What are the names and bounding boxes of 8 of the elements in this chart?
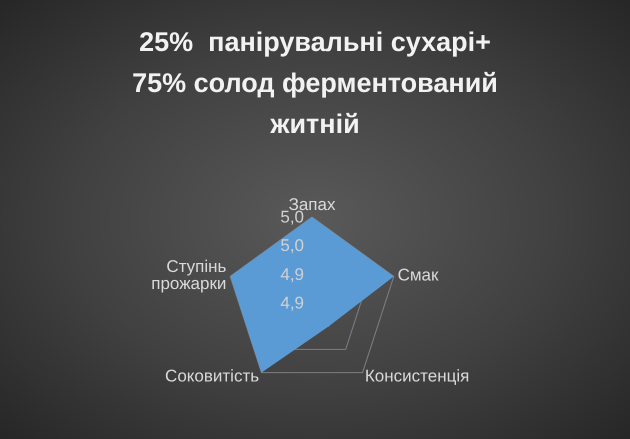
chart-title: 25% панірувальні сухарі+ 75% солод ферментований житній [131, 26, 499, 141]
spoke-label: Ступінь прожарки [151, 257, 227, 294]
spoke-label: Соковитість [165, 366, 260, 386]
y-tick-label: 5,0 [280, 236, 304, 256]
y-tick-label: 4,9 [280, 264, 304, 284]
spoke-label: Смак [398, 266, 440, 285]
spoke-label: Консистенція [364, 366, 470, 386]
y-tick-label: 4,9 [280, 294, 304, 312]
